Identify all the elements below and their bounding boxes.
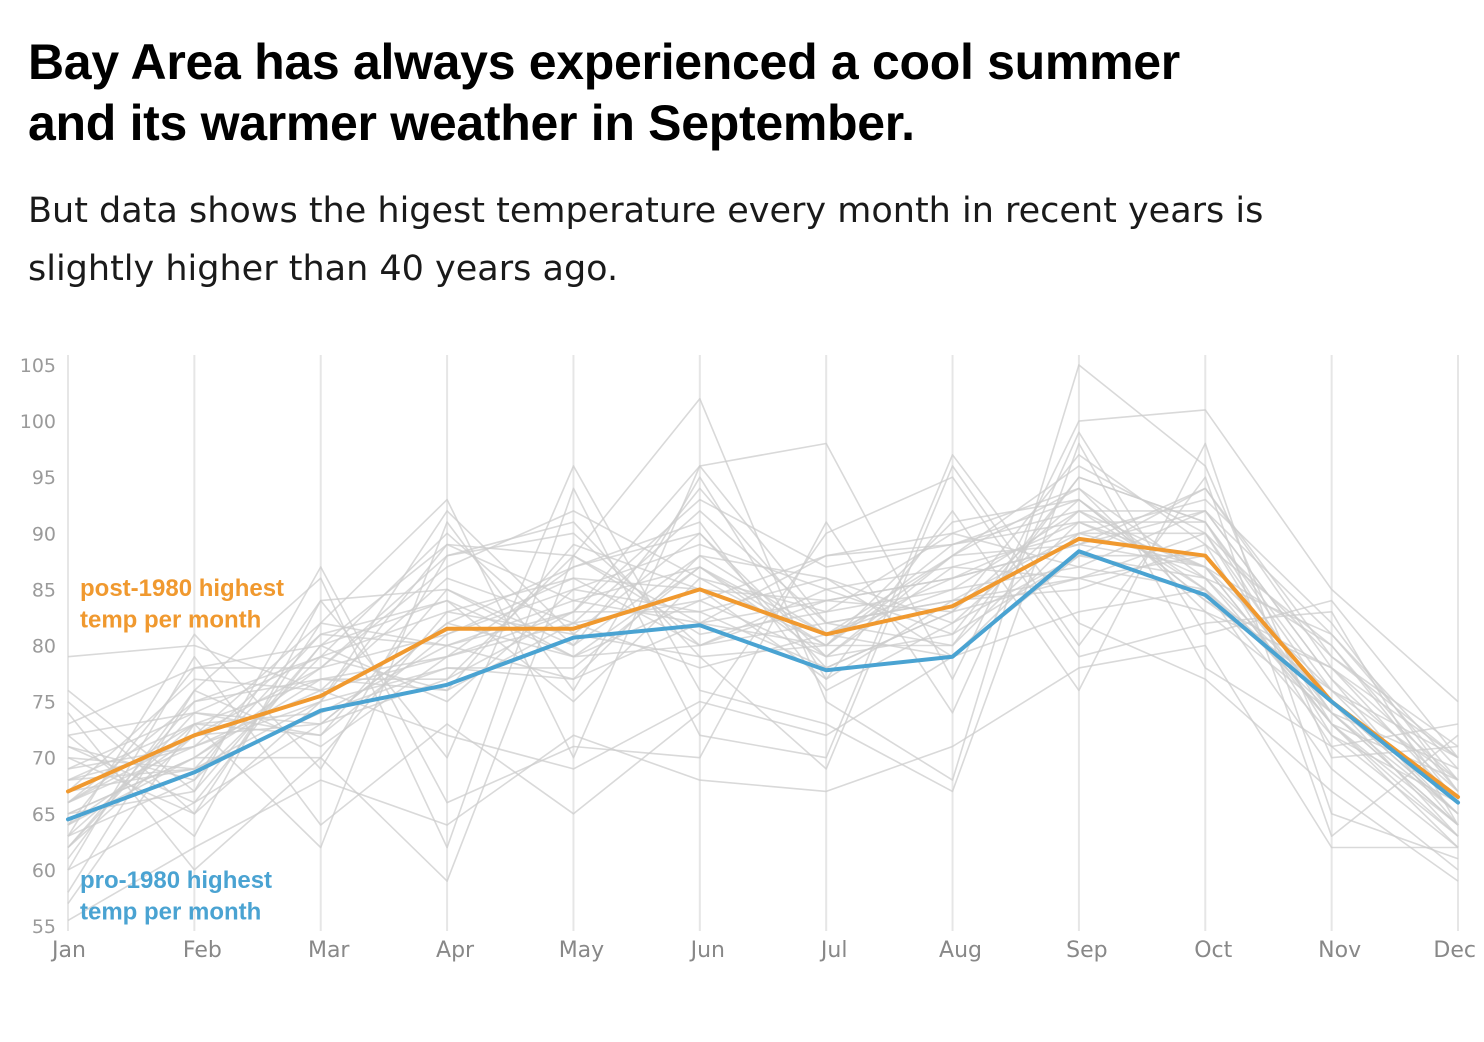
gridlines — [67, 355, 1459, 931]
pro-1980-label-line-2: temp per month — [80, 898, 261, 925]
x-tick-jan: Jan — [50, 938, 86, 963]
line-chart: 55 60 65 70 75 80 85 90 95 100 105 Jan Feb Mar Apr May… — [20, 355, 1476, 963]
x-tick-aug: Aug — [939, 938, 982, 963]
background-line-35 — [67, 364, 1459, 882]
background-line-12 — [67, 510, 1459, 860]
background-line-27 — [67, 476, 1459, 826]
highlight-series-lines — [66, 536, 1460, 822]
y-tick-90: 90 — [32, 523, 56, 545]
chart-subtitle-line-1: But data shows the higest temperature ev… — [28, 191, 1264, 231]
x-axis: Jan Feb Mar Apr May Jun Jul Aug Sep Oct Nov Dec — [50, 938, 1476, 963]
background-line-13 — [67, 465, 1459, 770]
background-series-lines — [67, 364, 1459, 922]
background-line-40 — [67, 465, 1459, 837]
x-tick-nov: Nov — [1318, 938, 1361, 963]
y-tick-65: 65 — [32, 804, 56, 826]
chart-title-line-1: Bay Area has always experienced a cool s… — [28, 34, 1180, 90]
chart-title: Bay Area has always experienced a cool s… — [28, 32, 1428, 154]
post-1980-label-2: temp per month — [80, 607, 261, 634]
background-line-32 — [67, 644, 1458, 922]
x-tick-dec: Dec — [1433, 938, 1476, 963]
pro-1980-label-line-1: pro-1980 highest — [80, 867, 272, 894]
background-line-38 — [67, 442, 1459, 905]
background-line-14 — [67, 543, 1459, 837]
y-axis: 55 60 65 70 75 80 85 90 95 100 105 — [20, 355, 56, 938]
chart-subtitle: But data shows the higest temperature ev… — [28, 182, 1428, 298]
y-tick-70: 70 — [32, 748, 56, 770]
post-1980-label-line-1: post-1980 highest — [80, 575, 284, 602]
y-tick-80: 80 — [32, 636, 56, 658]
x-tick-jun: Jun — [689, 938, 725, 963]
post-1980-series-line — [66, 536, 1460, 799]
x-tick-feb: Feb — [183, 938, 222, 963]
pro-1980-label-2: temp per month — [80, 898, 261, 925]
x-tick-oct: Oct — [1194, 938, 1232, 963]
background-line-34 — [67, 454, 1459, 893]
y-tick-55: 55 — [32, 916, 56, 938]
background-line-37 — [67, 442, 1459, 837]
post-1980-label-line-2: temp per month — [80, 607, 261, 634]
y-tick-105: 105 — [20, 355, 56, 377]
y-tick-100: 100 — [20, 411, 56, 433]
x-tick-jul: Jul — [819, 938, 848, 963]
y-tick-60: 60 — [32, 860, 56, 882]
annotations: post-1980 highest temp per month pro-198… — [80, 575, 284, 925]
background-line-36 — [67, 476, 1459, 871]
chart-title-line-2: and its warmer weather in September. — [28, 95, 915, 151]
x-tick-may: May — [559, 938, 604, 963]
post-1980-label: post-1980 highest — [80, 575, 284, 602]
background-line-25 — [67, 465, 1459, 837]
pro-1980-label: pro-1980 highest — [80, 867, 272, 894]
x-tick-apr: Apr — [436, 938, 475, 963]
y-tick-95: 95 — [32, 467, 56, 489]
y-tick-75: 75 — [32, 692, 56, 714]
y-tick-85: 85 — [32, 579, 56, 601]
pro-1980-series-line — [66, 549, 1460, 822]
chart-subtitle-line-2: slightly higher than 40 years ago. — [28, 249, 619, 289]
x-tick-sep: Sep — [1066, 938, 1107, 963]
background-line-39 — [67, 431, 1459, 804]
background-line-31 — [67, 588, 1459, 871]
background-line-33 — [67, 409, 1459, 815]
x-tick-mar: Mar — [308, 938, 350, 963]
